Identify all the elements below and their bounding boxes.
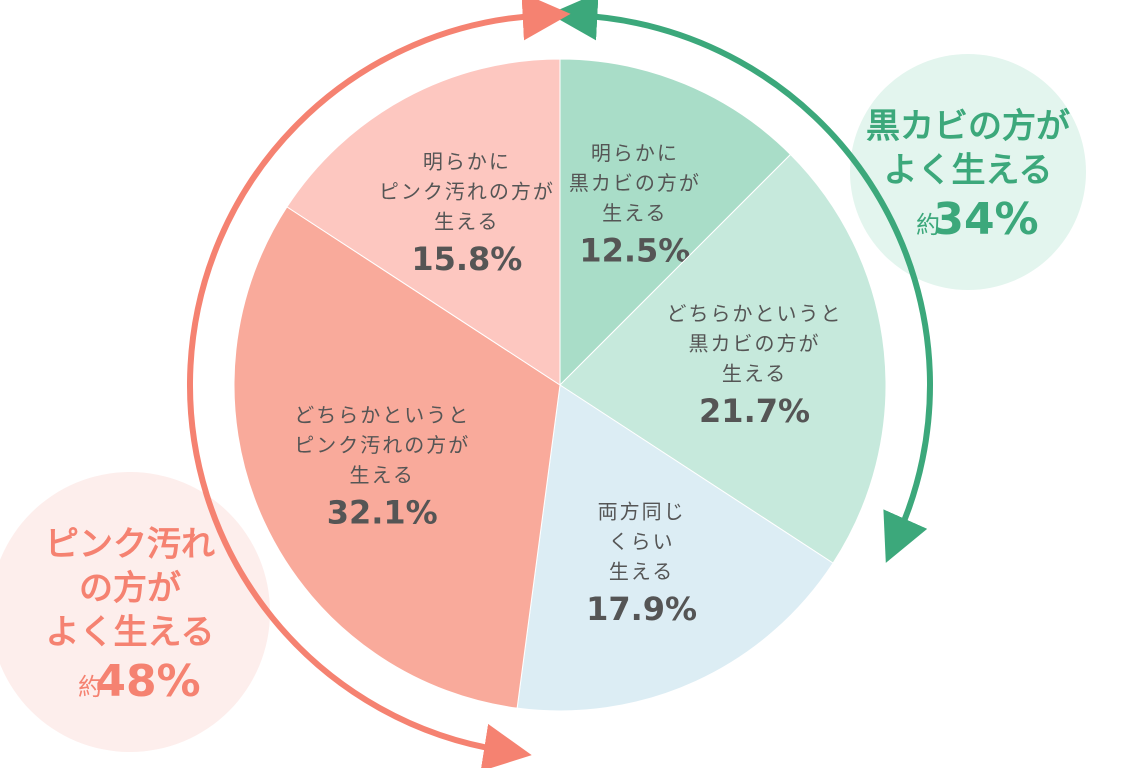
pie-slice bbox=[286, 58, 561, 386]
slice-label: 黒カビの方が bbox=[569, 171, 701, 195]
pie-slice bbox=[559, 58, 792, 387]
pink-bubble bbox=[0, 472, 270, 752]
slice-label: ピンク汚れの方が bbox=[379, 180, 555, 204]
slice-label: 生える bbox=[609, 559, 674, 583]
annotation-value: 34% bbox=[933, 194, 1038, 245]
slice-label: どちらかというと bbox=[294, 403, 470, 427]
slice-label: 黒カビの方が bbox=[689, 331, 821, 355]
green-arrow bbox=[549, 0, 933, 563]
annotation-prefix: 約 bbox=[916, 211, 940, 239]
slice-label: くらい bbox=[609, 529, 675, 553]
value-label: 21.7% bbox=[699, 392, 810, 430]
annotation-text: よく生える bbox=[46, 613, 215, 653]
annotation-text: ピンク汚れ bbox=[45, 525, 215, 565]
slice-label: 明らかに bbox=[591, 141, 679, 165]
pink-arrow bbox=[187, 0, 571, 772]
annotation-text: の方が bbox=[79, 569, 181, 609]
slice-label: 明らかに bbox=[423, 150, 511, 174]
annotation-prefix: 約 bbox=[78, 673, 102, 701]
value-label: 32.1% bbox=[327, 494, 438, 532]
annotation-text: 黒カビの方が bbox=[866, 107, 1070, 147]
slice-label: 両方同じ bbox=[598, 499, 686, 523]
pie-slice bbox=[559, 153, 887, 564]
slice-label: どちらかというと bbox=[667, 301, 843, 325]
annotation-text: よく生える bbox=[884, 151, 1053, 191]
annotation-value: 48% bbox=[95, 656, 200, 707]
slice-label: ピンク汚れの方が bbox=[294, 433, 470, 457]
value-label: 15.8% bbox=[411, 240, 522, 278]
slice-label: 生える bbox=[602, 201, 667, 225]
slice-label: 生える bbox=[350, 463, 415, 487]
slice-label: 生える bbox=[722, 361, 787, 385]
value-label: 17.9% bbox=[586, 590, 697, 628]
value-label: 12.5% bbox=[579, 231, 690, 269]
slice-label: 生える bbox=[434, 210, 499, 234]
pie-slice bbox=[516, 384, 834, 712]
